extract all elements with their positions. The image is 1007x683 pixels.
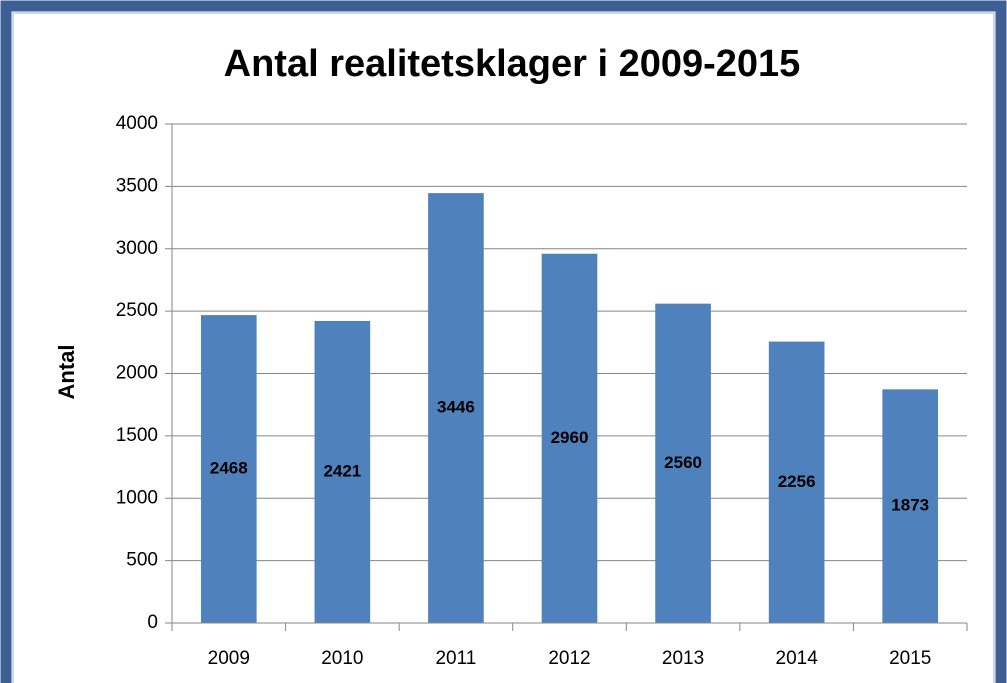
inner-frame [12,12,995,683]
y-tick-label: 2000 [116,363,158,384]
bar [428,193,484,623]
data-label: 1873 [891,496,929,515]
x-tick-label: 2014 [776,648,819,669]
data-label: 2256 [778,472,816,491]
y-tick-label: 1500 [116,425,158,446]
bar [882,389,939,623]
bar [655,303,711,623]
x-tick-label: 2012 [548,648,590,669]
x-tick-label: 2013 [662,648,704,669]
x-tick-label: 2009 [208,648,250,669]
y-tick-label: 3000 [116,238,158,259]
data-label: 2560 [664,453,702,472]
data-label: 2468 [210,459,248,478]
data-label: 2421 [323,461,361,480]
y-axis-label: Antal [54,345,79,400]
y-tick-label: 3500 [116,175,158,196]
bar [541,253,598,624]
chart-title: Antal realitetsklager i 2009-2015 [224,43,801,85]
bar [768,341,825,623]
bar [314,320,371,623]
data-label: 2960 [551,428,589,447]
y-tick-label: 4000 [116,113,158,134]
y-tick-label: 1000 [116,487,158,508]
data-label: 3446 [437,398,475,417]
y-tick-label: 2500 [116,300,158,321]
y-tick-label: 500 [126,550,158,571]
x-tick-label: 2010 [321,648,363,669]
y-tick-label: 0 [147,612,158,633]
x-tick-label: 2011 [435,648,476,669]
bar [200,315,257,623]
x-tick-label: 2015 [889,648,931,669]
